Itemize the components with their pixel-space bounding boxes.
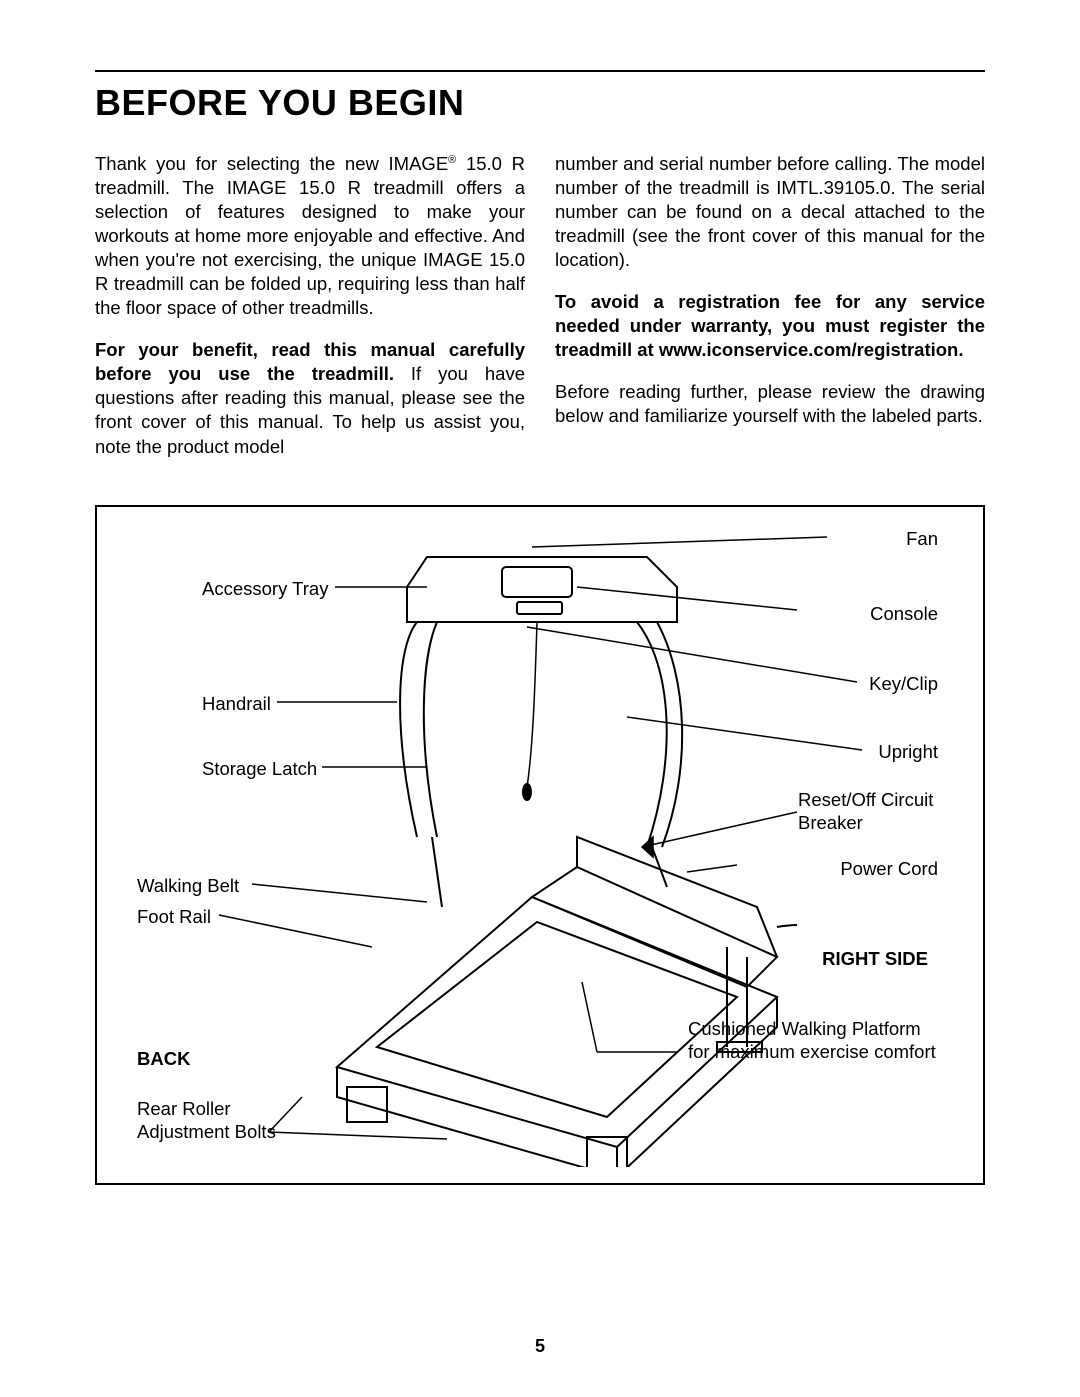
paragraph-benefit: For your benefit, read this manual caref…	[95, 338, 525, 458]
paragraph-intro: Thank you for selecting the new IMAGE® 1…	[95, 152, 525, 320]
horizontal-rule	[95, 70, 985, 72]
treadmill-diagram: Accessory Tray Handrail Storage Latch Wa…	[95, 505, 985, 1185]
body-columns: Thank you for selecting the new IMAGE® 1…	[95, 152, 985, 477]
text: Thank you for selecting the new IMAGE	[95, 153, 448, 174]
page-number: 5	[535, 1336, 545, 1357]
text: 15.0 R treadmill. The IMAGE 15.0 R tread…	[95, 153, 525, 318]
paragraph-registration: To avoid a registration fee for any serv…	[555, 290, 985, 362]
page-title: BEFORE YOU BEGIN	[95, 82, 985, 124]
treadmill-icon	[277, 527, 797, 1167]
paragraph-review: Before reading further, please review th…	[555, 380, 985, 428]
paragraph-serial: number and serial number before calling.…	[555, 152, 985, 272]
column-right: number and serial number before calling.…	[555, 152, 985, 477]
column-left: Thank you for selecting the new IMAGE® 1…	[95, 152, 525, 477]
